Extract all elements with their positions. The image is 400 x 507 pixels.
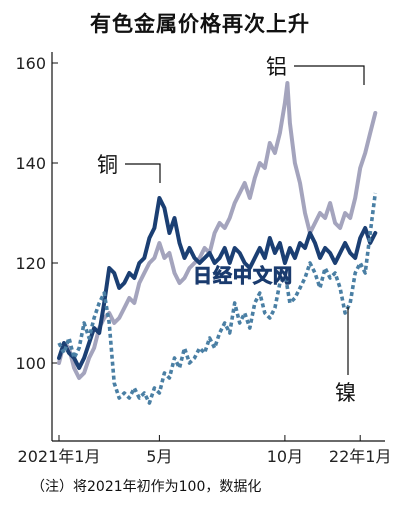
y-tick-label: 100 [15, 354, 46, 373]
chart-title: 有色金属价格再次上升 [90, 12, 310, 36]
watermark: 日经中文网 [193, 264, 293, 287]
series-labels: 铝铜镍 [97, 55, 365, 405]
series-label-1: 铝 [266, 55, 287, 79]
label-leader-line [125, 163, 161, 183]
x-tick-label: 2021年1月 [18, 447, 101, 466]
series-label-2: 铜 [97, 153, 118, 177]
x-tick-label: 10月 [267, 447, 303, 466]
footnote: （注）将2021年初作为100，数据化 [31, 479, 262, 495]
x-tick-label: 22年1月 [329, 447, 392, 466]
series-label-3: 镍 [335, 381, 356, 405]
y-axis: 100 120 140 160 [15, 52, 58, 441]
x-axis: 2021年1月 5月 10月 22年1月 [18, 435, 392, 466]
series-line-3 [57, 192, 378, 405]
series-line-1 [57, 81, 378, 380]
y-tick-label: 140 [15, 154, 46, 173]
y-tick-label: 120 [15, 254, 46, 273]
y-tick-label: 160 [15, 54, 46, 73]
series-line-2 [57, 196, 378, 370]
label-leader-line [294, 65, 365, 85]
series-layer [57, 81, 378, 405]
x-tick-label: 5月 [146, 447, 172, 466]
